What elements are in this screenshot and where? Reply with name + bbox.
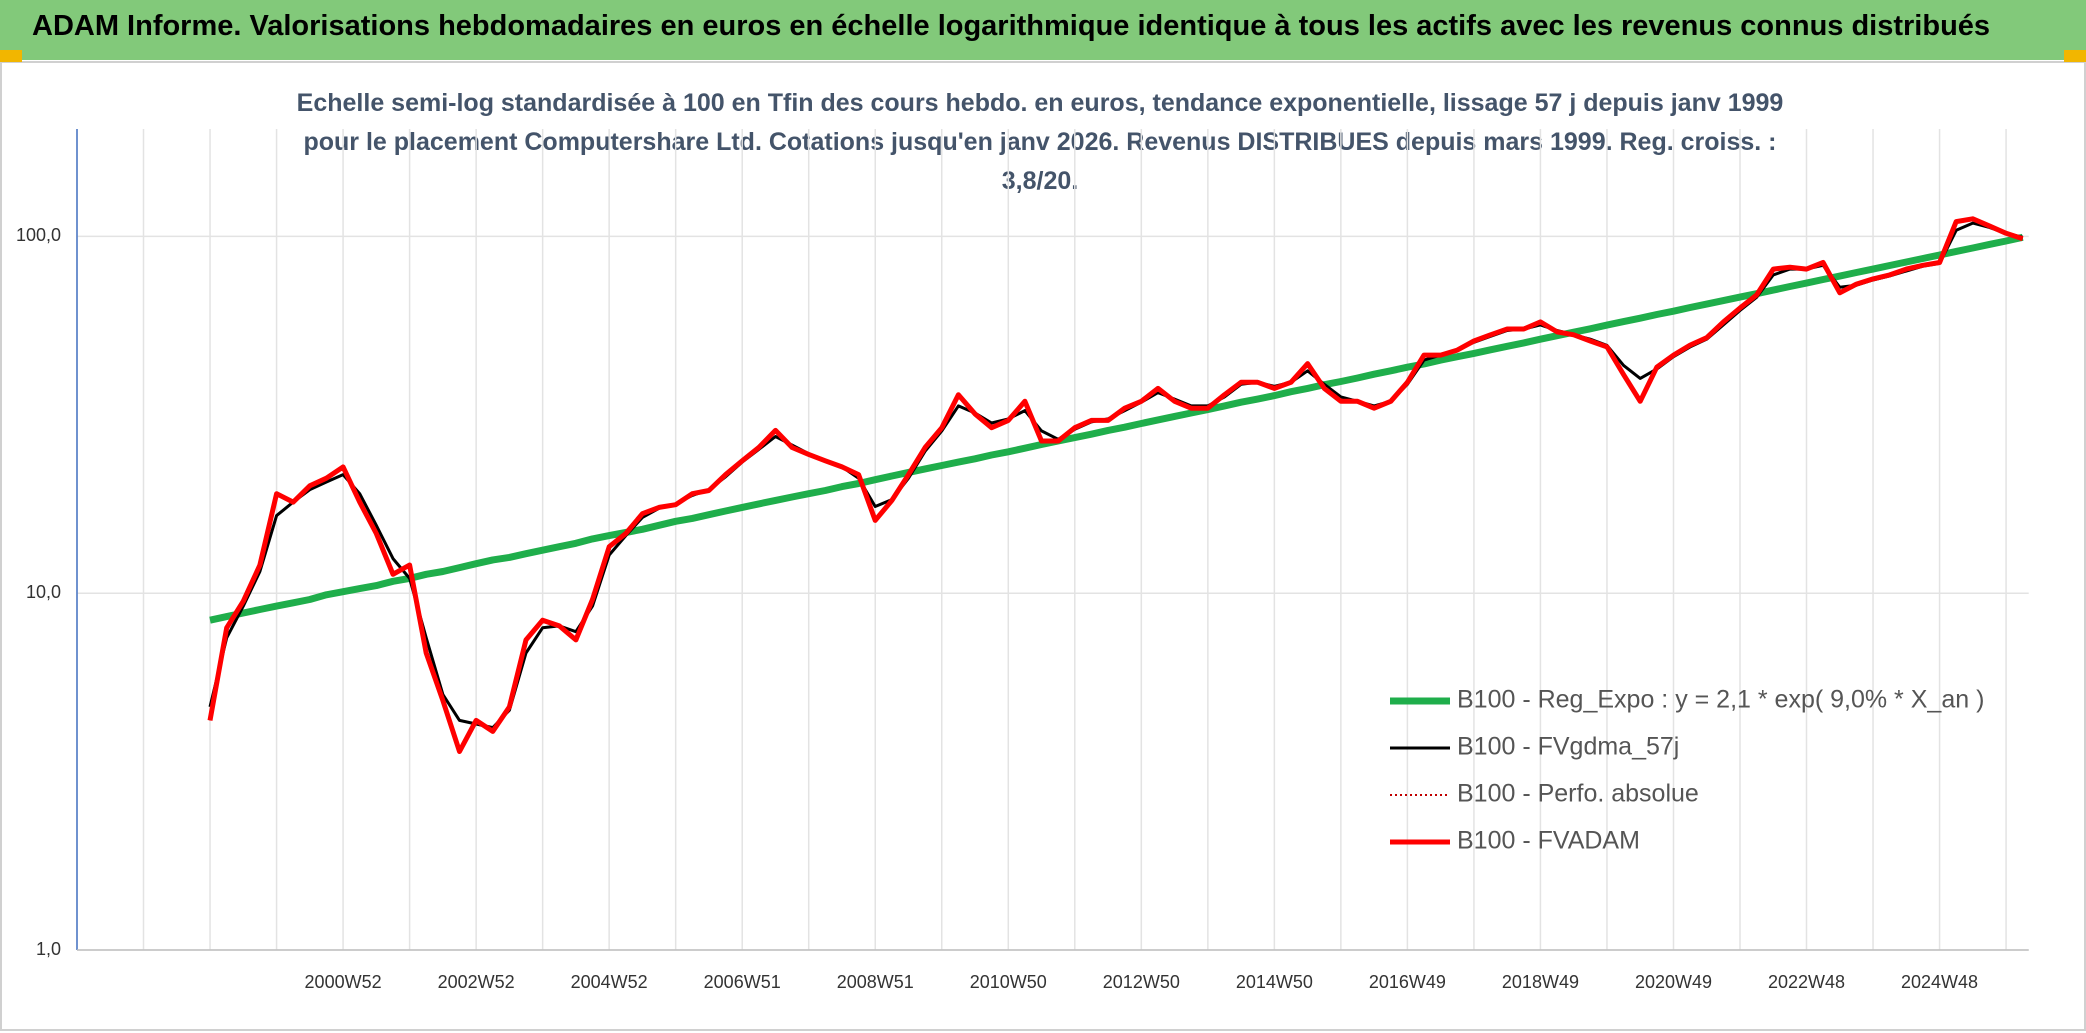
x-tick-label: 2014W50: [1236, 972, 1313, 992]
y-tick-label: 10,0: [26, 582, 61, 602]
corner-mark: [0, 50, 22, 62]
x-tick-label: 2016W49: [1369, 972, 1446, 992]
y-tick-label: 100,0: [16, 225, 61, 245]
x-tick-label: 2010W50: [970, 972, 1047, 992]
x-tick-label: 2012W50: [1103, 972, 1180, 992]
frame: [0, 61, 2086, 1031]
x-tick-label: 2022W48: [1768, 972, 1845, 992]
series-line: [209, 233, 2024, 624]
legend-label: B100 - Perfo. absolue: [1457, 780, 1699, 808]
chart-title: ADAM Informe. Valorisations hebdomadaire…: [32, 10, 1991, 42]
x-tick-label: 2018W49: [1502, 972, 1579, 992]
x-tick-label: 2024W48: [1901, 972, 1978, 992]
y-tick-label: 1,0: [36, 939, 61, 959]
legend-label: B100 - Reg_Expo : y = 2,1 * exp( 9,0% * …: [1457, 686, 1984, 714]
x-tick-label: 2002W52: [438, 972, 515, 992]
legend-label: B100 - FVgdma_57j: [1457, 733, 1679, 761]
x-tick-label: 2006W51: [704, 972, 781, 992]
x-tick-label: 2004W52: [571, 972, 648, 992]
x-tick-label: 2008W51: [837, 972, 914, 992]
series-line: [207, 216, 2024, 754]
x-tick-label: 2020W49: [1635, 972, 1712, 992]
legend-label: B100 - FVADAM: [1457, 827, 1640, 855]
corner-mark: [2064, 50, 2086, 62]
title-bar: ADAM Informe. Valorisations hebdomadaire…: [0, 0, 2086, 60]
x-tick-label: 2000W52: [305, 972, 382, 992]
chart-subtitle: Echelle semi-log standardisée à 100 en T…: [296, 89, 1784, 195]
